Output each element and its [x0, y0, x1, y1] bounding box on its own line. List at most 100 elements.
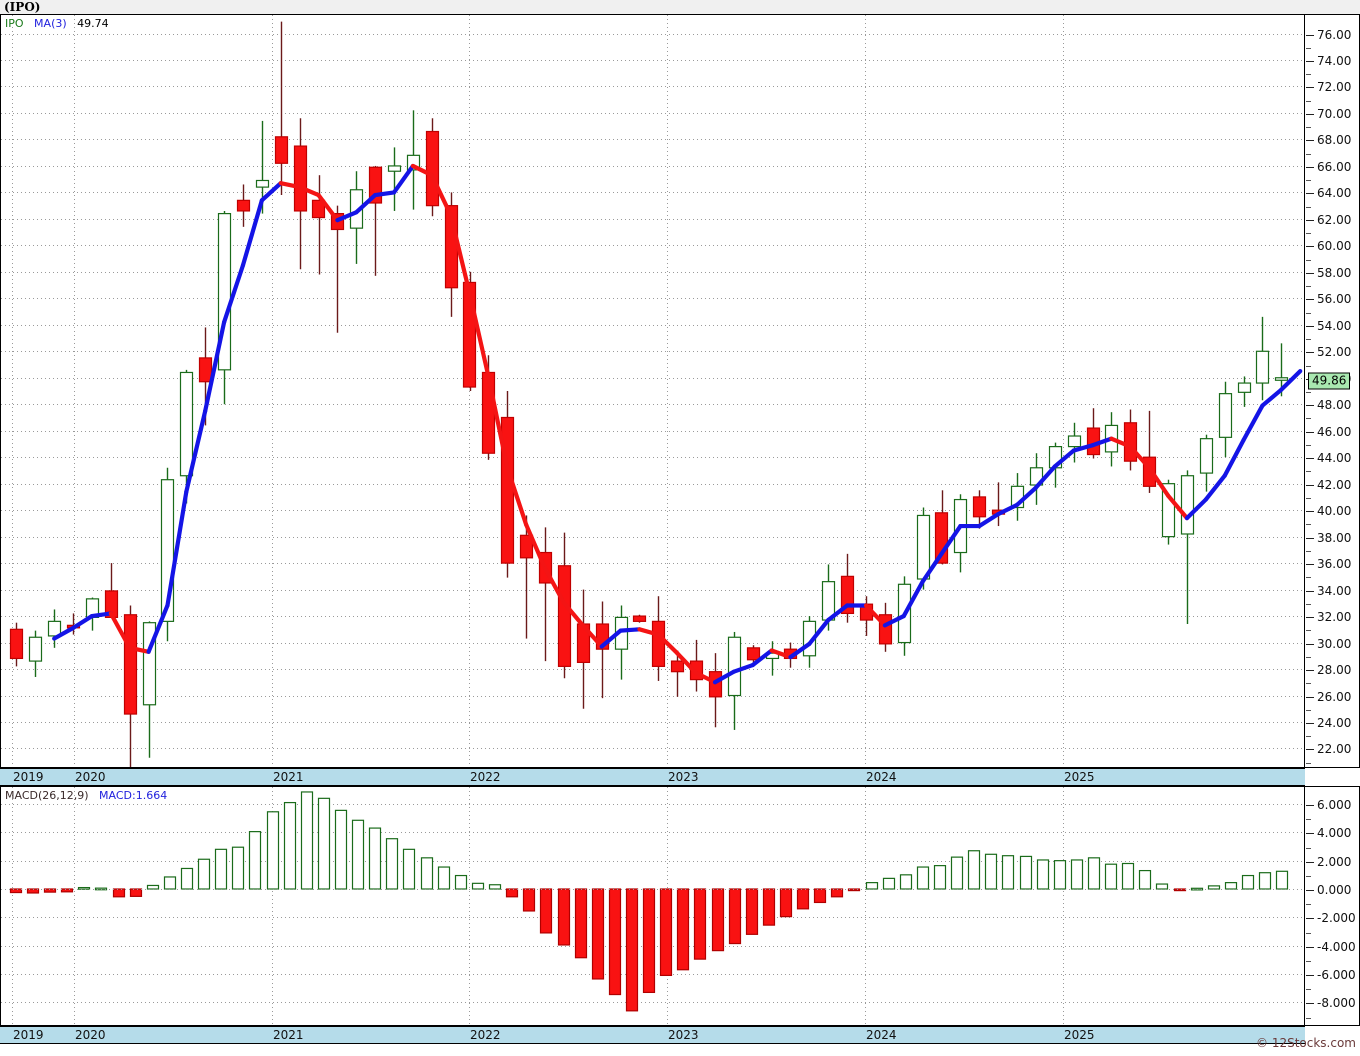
- x-axis-label-2022: 2022: [470, 1028, 501, 1042]
- y-axis-minor-tick: [1306, 709, 1311, 711]
- y-axis-label: 72.00: [1317, 80, 1352, 95]
- price-plot-area[interactable]: [1, 15, 1304, 767]
- y-axis-label: 44.00: [1317, 451, 1352, 466]
- y-axis-tick: [1306, 590, 1314, 592]
- y-axis-label: 36.00: [1317, 557, 1352, 572]
- y-axis-minor-tick: [1306, 74, 1311, 76]
- macd-y-axis-tick: [1306, 1003, 1314, 1005]
- x-axis-label-2024: 2024: [866, 1028, 897, 1042]
- y-axis-minor-tick: [1306, 233, 1311, 235]
- y-axis-label: 52.00: [1317, 345, 1352, 360]
- y-axis-label: 46.00: [1317, 424, 1352, 439]
- macd-y-axis-tick: [1306, 833, 1314, 835]
- y-axis-tick: [1306, 193, 1314, 195]
- y-axis-tick: [1306, 431, 1314, 433]
- y-axis-minor-tick: [1306, 286, 1311, 288]
- price-x-axis: 2019 2020 2021 2022 2023 2024 2025: [0, 768, 1305, 786]
- y-axis-tick: [1306, 696, 1314, 698]
- price-chart-panel[interactable]: IPO MA(3) 49.74: [0, 14, 1305, 768]
- y-axis-label: 30.00: [1317, 636, 1352, 651]
- x-axis-label-2021: 2021: [273, 1028, 304, 1042]
- candlestick-chart: [1, 15, 1304, 767]
- y-axis-label: 68.00: [1317, 133, 1352, 148]
- legend-symbol: IPO: [5, 17, 24, 30]
- y-axis-label: 42.00: [1317, 477, 1352, 492]
- y-axis-tick: [1306, 299, 1314, 301]
- x-axis-label-2019: 2019: [13, 1028, 44, 1042]
- y-axis-minor-tick: [1306, 180, 1311, 182]
- y-axis-label: 64.00: [1317, 186, 1352, 201]
- y-axis-label: 58.00: [1317, 265, 1352, 280]
- macd-y-axis: 6.000 4.000 2.000 0.000 -2.000 -4.000 -6.000 -8…: [1304, 786, 1360, 1026]
- macd-y-axis-tick: [1306, 918, 1314, 920]
- legend-ma-value: 49.74: [77, 17, 109, 30]
- macd-plot-area[interactable]: [1, 787, 1304, 1025]
- macd-y-axis-minor-tick: [1306, 989, 1311, 991]
- y-axis-label: 34.00: [1317, 583, 1352, 598]
- legend-ma-label: MA(3): [34, 17, 67, 30]
- y-axis-tick: [1306, 643, 1314, 645]
- y-axis-minor-tick: [1306, 524, 1311, 526]
- y-axis-minor-tick: [1306, 365, 1311, 367]
- y-axis-label: 74.00: [1317, 54, 1352, 68]
- macd-chart-panel[interactable]: MACD(26,12,9) MACD:1.664: [0, 786, 1305, 1026]
- y-axis-minor-tick: [1306, 577, 1311, 579]
- y-axis-tick: [1306, 722, 1314, 724]
- y-axis-minor-tick: [1306, 206, 1311, 208]
- y-axis-label: 76.00: [1317, 27, 1352, 42]
- y-axis-tick: [1306, 34, 1314, 36]
- y-axis-minor-tick: [1306, 550, 1311, 552]
- macd-y-axis-tick: [1306, 805, 1314, 806]
- macd-y-axis-minor-tick: [1306, 1017, 1311, 1019]
- y-axis-label: 48.00: [1317, 398, 1352, 413]
- y-axis-minor-tick: [1306, 603, 1311, 605]
- y-axis-label: 32.00: [1317, 610, 1352, 625]
- y-axis-minor-tick: [1306, 259, 1311, 261]
- macd-y-axis-minor-tick: [1306, 875, 1311, 877]
- page-title: (IPO): [4, 0, 41, 14]
- macd-y-axis-tick: [1306, 946, 1314, 948]
- y-axis-minor-tick: [1306, 100, 1311, 102]
- y-axis-tick: [1306, 166, 1314, 168]
- price-legend: IPO MA(3) 49.74: [5, 17, 116, 30]
- x-axis-label-2025: 2025: [1064, 1028, 1095, 1042]
- y-axis-tick: [1306, 219, 1314, 221]
- x-axis-label-2021: 2021: [273, 770, 304, 784]
- legend-macd-value: MACD:1.664: [99, 789, 168, 802]
- macd-y-axis-label: 4.000: [1317, 826, 1352, 841]
- macd-y-axis-label: 0.000: [1317, 883, 1352, 897]
- x-axis-label-2019: 2019: [13, 770, 44, 784]
- y-axis-label: 62.00: [1317, 212, 1352, 227]
- y-axis-minor-tick: [1306, 444, 1311, 446]
- x-axis-label-2020: 2020: [75, 770, 106, 784]
- macd-y-axis-minor-tick: [1306, 932, 1311, 934]
- y-axis-minor-tick: [1306, 736, 1311, 738]
- x-axis-label-2023: 2023: [668, 1028, 699, 1042]
- y-axis-label: 40.00: [1317, 504, 1352, 519]
- x-axis-label-2020: 2020: [75, 1028, 106, 1042]
- y-axis-label: 70.00: [1317, 106, 1352, 121]
- y-axis-minor-tick: [1306, 153, 1311, 155]
- y-axis-tick: [1306, 511, 1314, 513]
- copyright-footer: © 12Stocks.com: [1256, 1036, 1356, 1050]
- y-axis-minor-tick: [1306, 762, 1311, 764]
- y-axis-tick: [1306, 272, 1314, 274]
- macd-y-axis-label: -4.000: [1317, 939, 1356, 954]
- macd-histogram: [1, 787, 1304, 1025]
- y-axis-label: 22.00: [1317, 742, 1352, 757]
- y-axis-tick: [1306, 87, 1314, 89]
- y-axis-tick: [1306, 113, 1314, 115]
- macd-y-axis-tick: [1306, 890, 1314, 891]
- y-axis-minor-tick: [1306, 471, 1311, 473]
- y-axis-minor-tick: [1306, 630, 1311, 632]
- y-axis-tick: [1306, 61, 1314, 62]
- y-axis-minor-tick: [1306, 339, 1311, 341]
- x-axis-label-2024: 2024: [866, 770, 897, 784]
- y-axis-label: 26.00: [1317, 689, 1352, 704]
- y-axis-tick: [1306, 458, 1314, 460]
- last-price-tag: 49.86: [1308, 372, 1351, 390]
- macd-y-axis-tick: [1306, 975, 1314, 976]
- y-axis-tick: [1306, 140, 1314, 142]
- y-axis-label: 28.00: [1317, 663, 1352, 678]
